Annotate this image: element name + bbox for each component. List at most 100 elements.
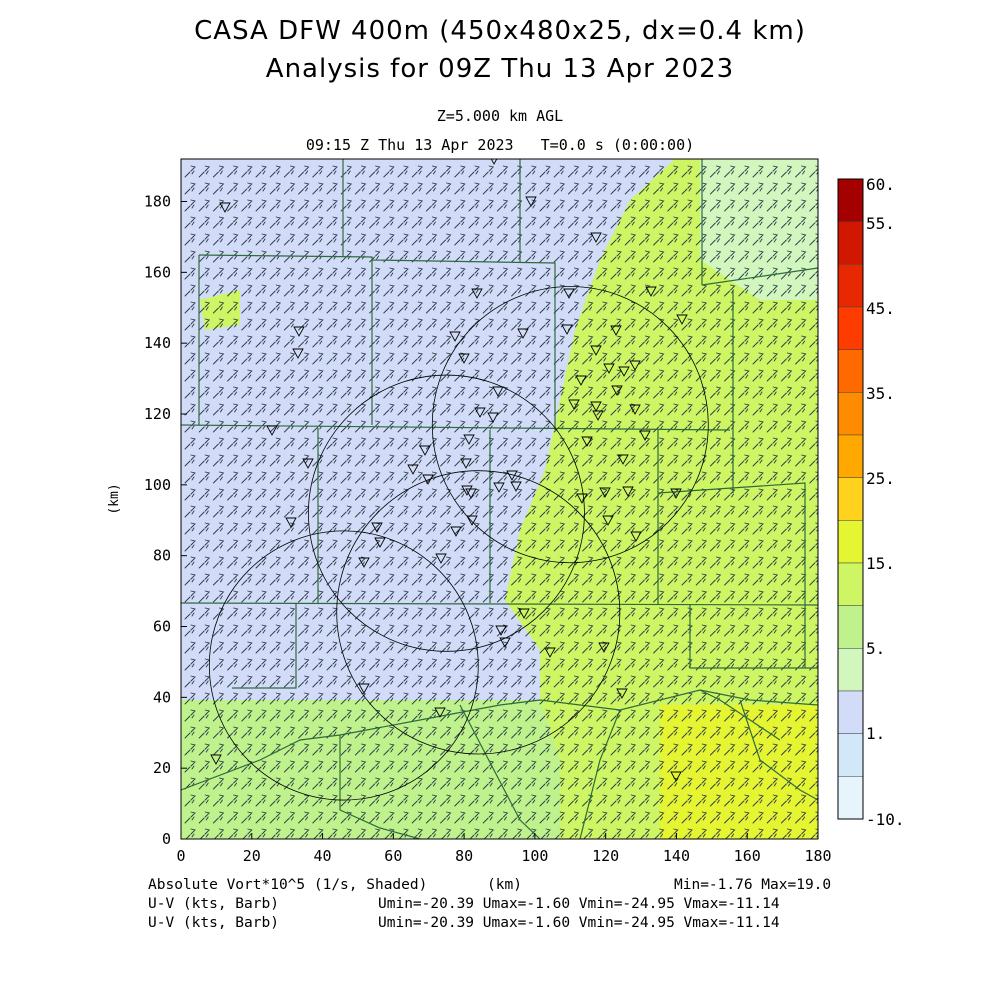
- station-marker: [358, 683, 370, 694]
- colorbar-swatch: [837, 776, 864, 820]
- x-tick-label: 140: [663, 847, 690, 865]
- station-marker: [629, 360, 641, 371]
- colorbar-swatch: [837, 392, 864, 436]
- station-marker: [492, 386, 504, 397]
- barb-stats-1: Umin=-20.39 Umax=-1.60 Vmin=-24.95 Vmax=…: [378, 896, 780, 912]
- station-marker: [422, 474, 434, 485]
- colorbar-swatch: [837, 690, 864, 734]
- station-marker: [449, 331, 461, 342]
- station-marker: [434, 707, 446, 718]
- station-marker: [568, 399, 580, 410]
- colorbar-swatch: [837, 264, 864, 308]
- station-marker: [590, 232, 602, 243]
- time-label: 09:15 Z Thu 13 Apr 2023 T=0.0 s (0:00:00…: [305, 136, 695, 154]
- station-marker: [302, 458, 314, 469]
- colorbar-swatch: [837, 562, 864, 606]
- station-marker: [461, 485, 473, 496]
- wind-barb-field: [184, 165, 818, 839]
- station-marker: [611, 385, 623, 396]
- station-marker: [645, 286, 657, 297]
- colorbar-label: 55.: [866, 214, 895, 233]
- station-marker: [622, 486, 634, 497]
- radar-range-circle: [307, 374, 585, 652]
- colorbar-swatch: [837, 733, 864, 777]
- station-marker: [374, 537, 386, 548]
- plot-frame: [180, 158, 819, 840]
- y-tick-label: 20: [153, 759, 171, 777]
- radar-range-circle: [431, 286, 709, 564]
- station-marker: [419, 445, 431, 456]
- x-axis: 0 20 40 60 80 100 120 140 160 180: [176, 833, 832, 865]
- y-axis-label: (km): [107, 483, 122, 514]
- station-marker: [458, 353, 470, 364]
- x-tick-label: 180: [804, 847, 831, 865]
- station-marker: [407, 464, 419, 475]
- station-marker: [630, 531, 642, 542]
- colorbar-frame: [837, 178, 864, 820]
- county-borders: [181, 159, 818, 839]
- radar-range-circles: [208, 286, 709, 801]
- y-tick-label: 60: [153, 618, 171, 636]
- colorbar-swatch: [837, 349, 864, 393]
- colorbar-swatch: [837, 221, 864, 265]
- radar-range-circle: [336, 470, 621, 755]
- station-marker: [561, 324, 573, 335]
- colorbar-swatch: [837, 648, 864, 692]
- station-marker: [676, 314, 688, 325]
- station-marker: [618, 366, 630, 377]
- colorbar: 60. 55. 45. 35. 25. 15. 5. 1. -10.: [837, 175, 905, 829]
- station-marker: [210, 754, 222, 765]
- station-marker: [592, 410, 604, 421]
- station-marker: [599, 487, 611, 498]
- station-marker: [285, 517, 297, 528]
- station-marker: [590, 401, 602, 412]
- station-marker: [463, 434, 475, 445]
- x-axis-unit: (km): [487, 877, 522, 893]
- x-tick-label: 120: [592, 847, 619, 865]
- station-marker: [471, 288, 483, 299]
- station-marker: [576, 493, 588, 504]
- station-marker: [670, 488, 682, 499]
- station-marker: [617, 454, 629, 465]
- y-tick-label: 160: [144, 263, 171, 281]
- station-marker: [598, 642, 610, 653]
- x-tick-label: 160: [734, 847, 761, 865]
- region-east-light: [700, 159, 818, 300]
- y-tick-label: 180: [144, 193, 171, 211]
- station-marker: [510, 481, 522, 492]
- station-marker: [450, 526, 462, 537]
- station-marker: [493, 482, 505, 493]
- colorbar-label: -10.: [866, 810, 905, 829]
- chart-title-line-1: CASA DFW 400m (450x480x25, dx=0.4 km): [194, 16, 806, 46]
- station-marker: [474, 407, 486, 418]
- station-marker: [518, 608, 530, 619]
- station-marker: [465, 488, 477, 499]
- station-marker: [460, 458, 472, 469]
- colorbar-swatch: [837, 178, 864, 222]
- x-tick-label: 100: [521, 847, 548, 865]
- station-marker: [219, 202, 231, 213]
- station-marker: [581, 436, 593, 447]
- barb-label-2: U-V (kts, Barb): [148, 915, 279, 931]
- region-east: [181, 159, 818, 839]
- y-tick-label: 140: [144, 334, 171, 352]
- station-marker: [616, 688, 628, 699]
- colorbar-swatch: [837, 605, 864, 649]
- station-marker: [499, 637, 511, 648]
- radar-range-circle: [208, 530, 479, 801]
- y-tick-label: 40: [153, 688, 171, 706]
- y-tick-label: 100: [144, 476, 171, 494]
- station-marker: [563, 288, 575, 299]
- x-tick-label: 0: [176, 847, 185, 865]
- barb-stats-2: Umin=-20.39 Umax=-1.60 Vmin=-24.95 Vmax=…: [378, 915, 780, 931]
- station-markers: [210, 159, 688, 782]
- station-marker: [506, 470, 518, 481]
- colorbar-label: 15.: [866, 554, 895, 573]
- station-marker: [495, 625, 507, 636]
- region-south: [181, 700, 560, 839]
- station-marker: [629, 404, 641, 415]
- station-marker: [517, 328, 529, 339]
- station-marker: [575, 375, 587, 386]
- colorbar-label: 45.: [866, 299, 895, 318]
